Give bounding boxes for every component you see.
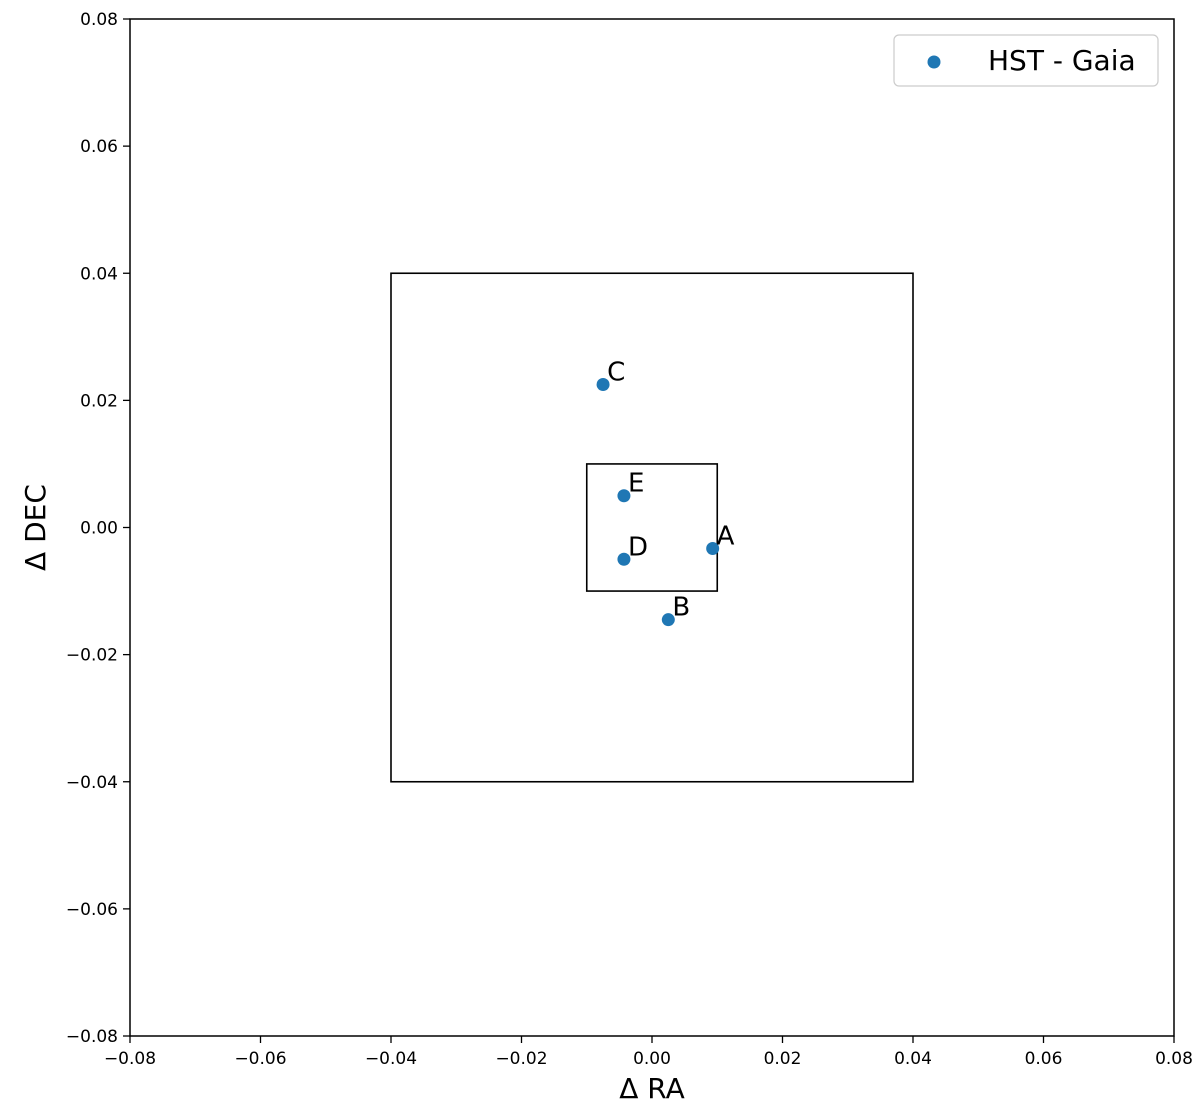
ticks-layer: −0.08 −0.06 −0.04 −0.02 0.00 0.02 0.04 0.06 0.08… <box>66 10 1193 1069</box>
inner-box <box>585 463 719 592</box>
point-label-e: E <box>628 469 644 499</box>
x-tick-label: 0.06 <box>1025 1049 1063 1069</box>
legend-marker <box>927 55 941 69</box>
x-tick-label: 0.08 <box>1155 1049 1193 1069</box>
data-point-b <box>661 613 675 627</box>
point-label-d: D <box>628 532 648 562</box>
legend-box <box>893 34 1159 87</box>
y-tick-label: 0.06 <box>80 137 118 157</box>
data-point-d <box>617 552 631 566</box>
x-tick-label: 0.02 <box>764 1049 802 1069</box>
y-tick-label: 0.00 <box>80 519 118 539</box>
y-tick-label: −0.08 <box>66 1027 118 1047</box>
y-tick-label: −0.06 <box>66 900 118 920</box>
y-tick-label: 0.04 <box>80 264 118 284</box>
y-axis-label: Δ DEC <box>19 484 52 571</box>
x-tick-label: −0.04 <box>365 1049 417 1069</box>
data-point-c <box>596 377 610 391</box>
legend: HST - Gaia <box>893 34 1159 87</box>
x-tick-label: −0.02 <box>495 1049 547 1069</box>
x-tick-label: −0.08 <box>104 1049 156 1069</box>
plot-frame <box>129 18 1175 1037</box>
outer-box <box>390 272 914 783</box>
boxes-layer <box>390 272 914 783</box>
x-tick-label: 0.04 <box>894 1049 932 1069</box>
y-tick-label: −0.04 <box>66 773 118 793</box>
point-label-b: B <box>672 593 690 623</box>
y-tick-label: 0.02 <box>80 391 118 411</box>
x-tick-label: −0.06 <box>234 1049 286 1069</box>
legend-entry-label: HST - Gaia <box>988 44 1136 77</box>
y-tick-label: −0.02 <box>66 646 118 666</box>
point-label-a: A <box>717 521 735 551</box>
point-label-c: C <box>607 357 625 387</box>
points-layer: A B C D E <box>596 357 735 627</box>
x-axis-label: Δ RA <box>619 1072 685 1105</box>
y-tick-label: 0.08 <box>80 10 118 30</box>
data-point-e <box>617 489 631 503</box>
x-tick-label: 0.00 <box>633 1049 671 1069</box>
data-point-a <box>706 541 720 555</box>
